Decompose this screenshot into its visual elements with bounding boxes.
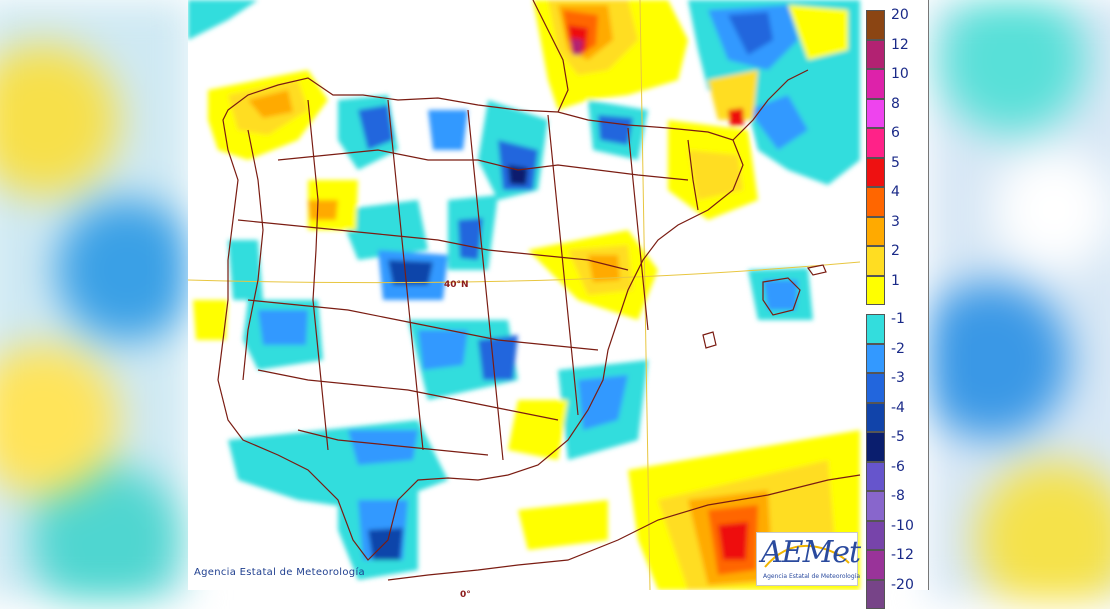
legend-label: -8 <box>891 489 905 503</box>
legend-label: 20 <box>891 8 909 22</box>
legend-swatch <box>866 40 885 70</box>
legend-swatch <box>866 158 885 188</box>
longitude-label: 0° <box>460 590 471 600</box>
legend-label: -12 <box>891 548 914 562</box>
legend-label: -2 <box>891 342 905 356</box>
legend-swatch <box>866 462 885 492</box>
background-blur-right <box>928 0 1110 600</box>
legend-swatch <box>866 550 885 580</box>
legend-label: 5 <box>891 156 900 170</box>
legend-swatch <box>866 217 885 247</box>
legend-swatch <box>866 276 885 306</box>
map-graphic <box>188 0 928 590</box>
legend-swatch <box>866 432 885 462</box>
legend-swatch <box>866 10 885 40</box>
aemet-logo: AEMet Agencia Estatal de Meteorología <box>756 532 858 586</box>
legend-label: 8 <box>891 97 900 111</box>
legend-swatch <box>866 187 885 217</box>
legend-label: -1 <box>891 312 905 326</box>
legend-swatch <box>866 580 885 609</box>
logo-subtitle: Agencia Estatal de Meteorología <box>763 573 860 580</box>
legend-label: 3 <box>891 215 900 229</box>
legend-label: -3 <box>891 371 905 385</box>
legend-label: -4 <box>891 401 905 415</box>
legend-swatch <box>866 246 885 276</box>
legend-swatch <box>866 128 885 158</box>
legend-label: -20 <box>891 578 914 592</box>
legend-label: 10 <box>891 67 909 81</box>
anomaly-map: 40°N Agencia Estatal de Meteorología AEM… <box>188 0 929 590</box>
legend-label: 4 <box>891 185 900 199</box>
legend-swatch <box>866 521 885 551</box>
legend-label: 2 <box>891 244 900 258</box>
legend-swatch <box>866 491 885 521</box>
legend-swatch <box>866 373 885 403</box>
legend-swatch <box>866 99 885 129</box>
background-blur-left <box>0 0 190 600</box>
legend-swatch <box>866 69 885 99</box>
legend-swatch <box>866 403 885 433</box>
legend-swatch <box>866 344 885 374</box>
legend-label: 1 <box>891 274 900 288</box>
logo-wordmark: AEMet <box>761 533 860 573</box>
legend-swatch <box>866 314 885 344</box>
legend-label: 12 <box>891 38 909 52</box>
legend-label: -5 <box>891 430 905 444</box>
legend-label: -6 <box>891 460 905 474</box>
legend-label: 6 <box>891 126 900 140</box>
legend-label: -10 <box>891 519 914 533</box>
anomaly-fields <box>188 0 860 590</box>
credit-text: Agencia Estatal de Meteorología <box>194 567 365 578</box>
latitude-label: 40°N <box>444 280 469 290</box>
